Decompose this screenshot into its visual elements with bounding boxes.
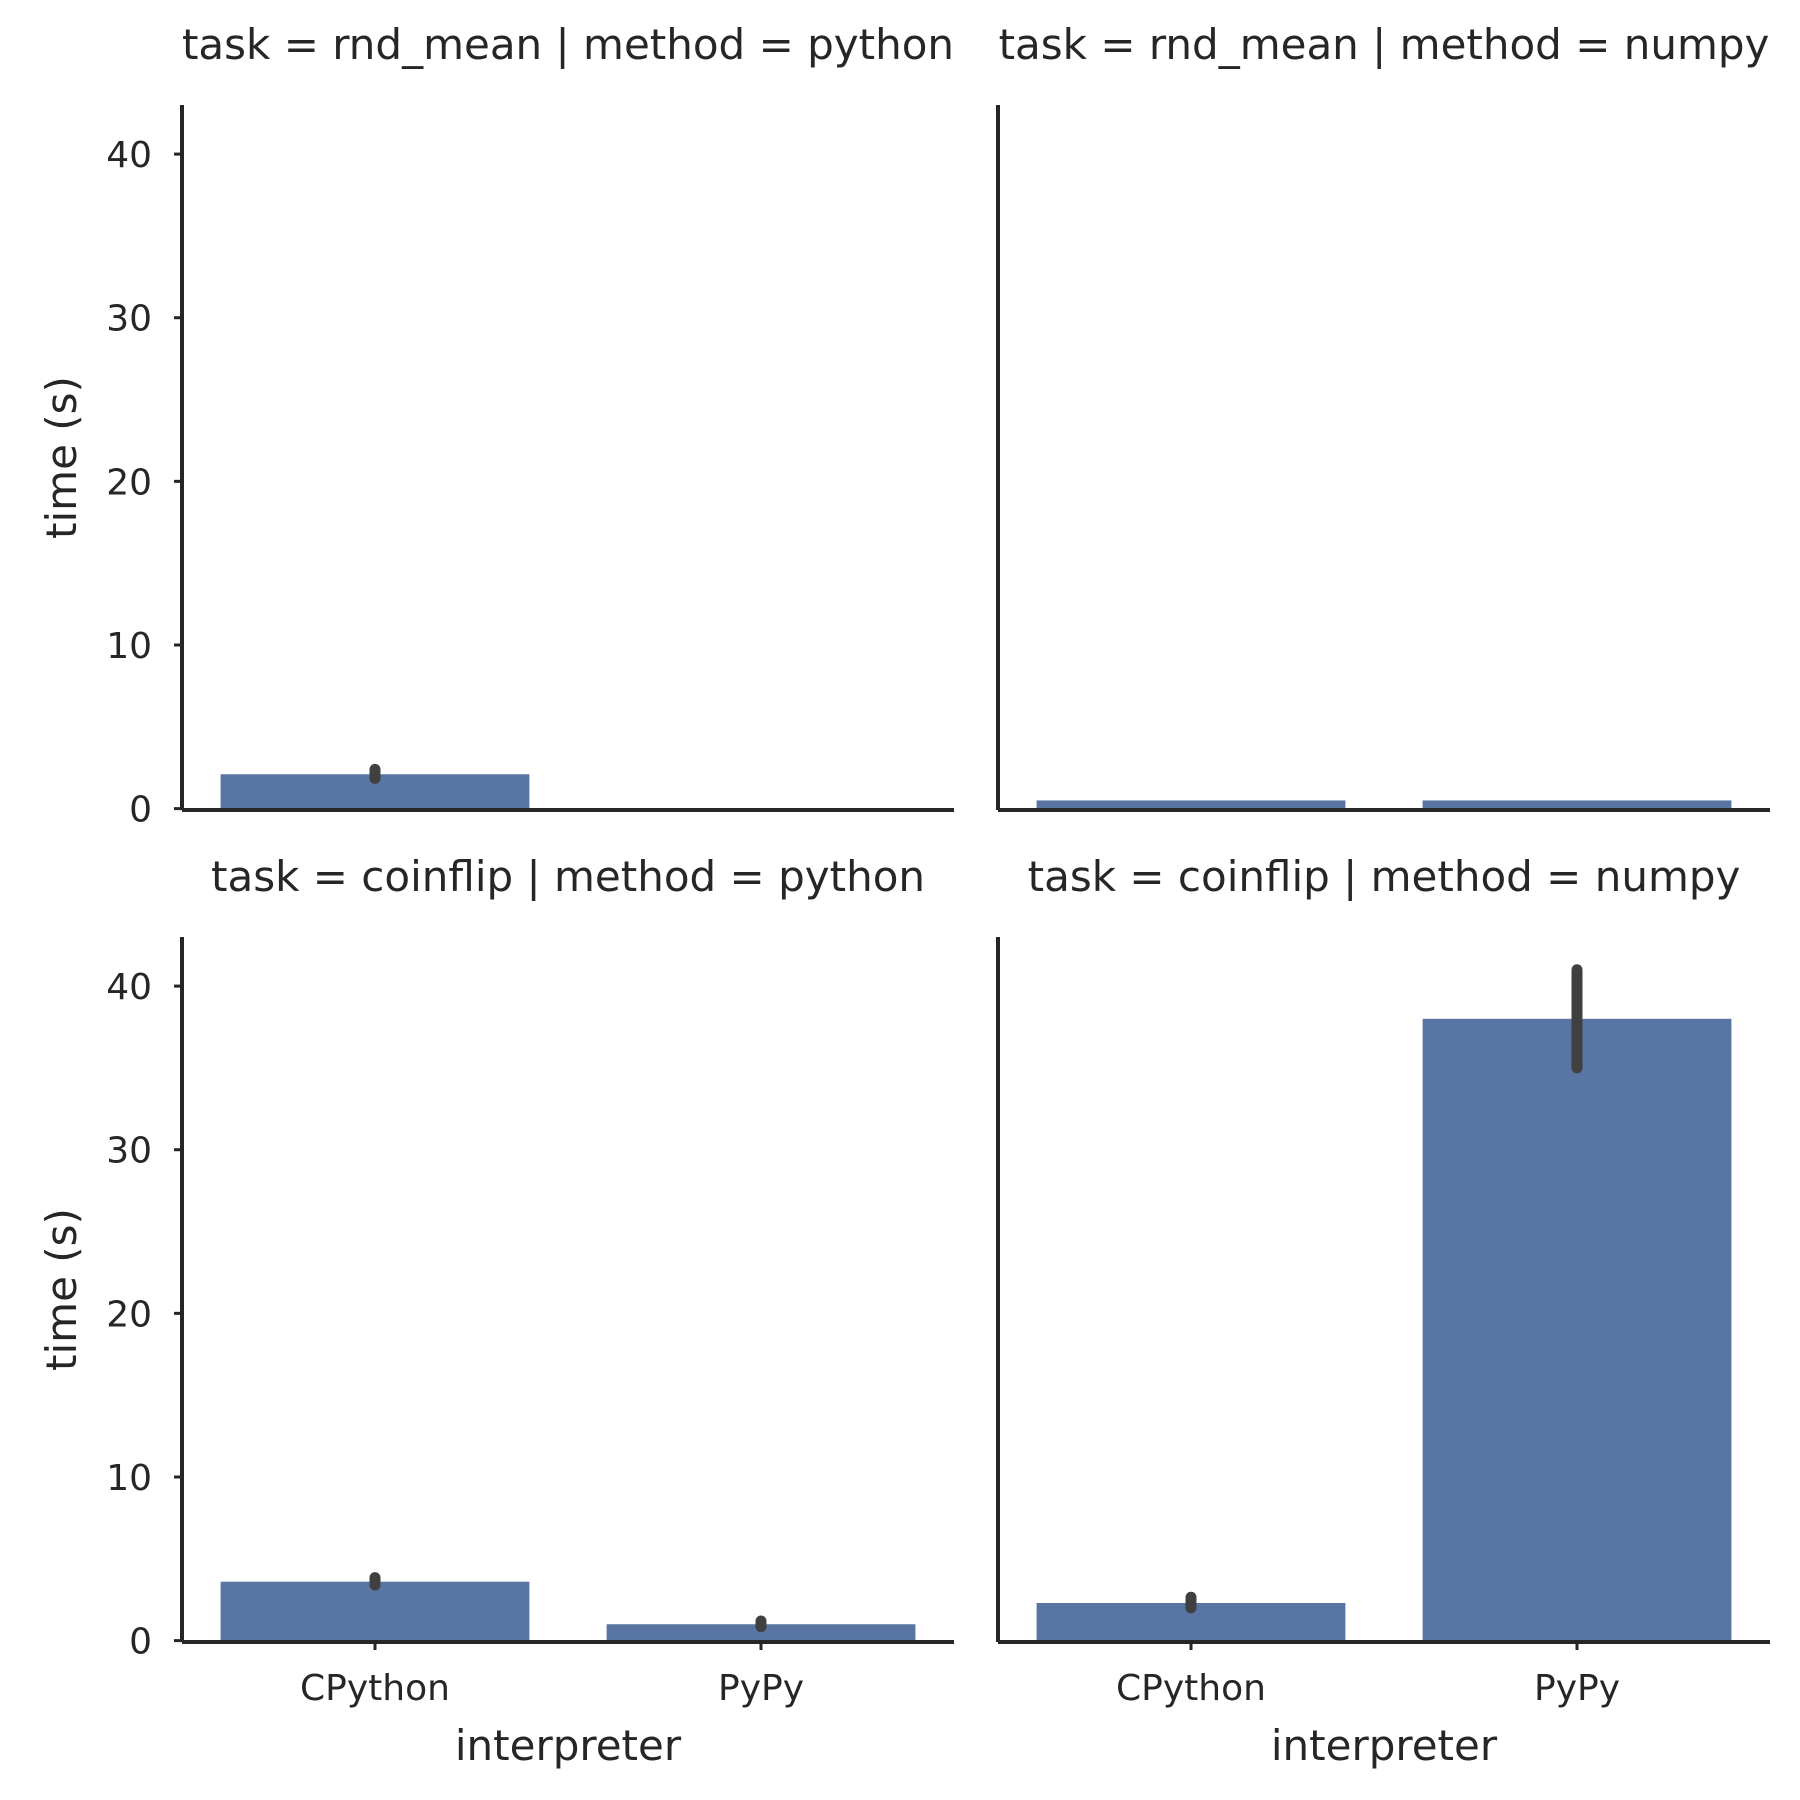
- x-tick-label: CPython: [300, 1668, 450, 1709]
- facet-panel: task = coinflip | method = numpy CPython P…: [996, 852, 1770, 1770]
- y-tick-label: 0: [129, 790, 152, 831]
- y-axis-label: time (s): [37, 376, 86, 539]
- bar: [606, 1624, 916, 1641]
- facet-title: task = coinflip | method = numpy: [1028, 852, 1741, 901]
- facet-title: task = rnd_mean | method = numpy: [999, 20, 1770, 69]
- bar: [220, 1581, 530, 1641]
- y-tick-label: 10: [106, 626, 152, 667]
- y-tick-label: 30: [106, 299, 152, 340]
- facet-panel: task = rnd_mean | method = python 0 10 20 30…: [37, 20, 954, 831]
- x-tick-label: CPython: [1116, 1668, 1266, 1709]
- facet-title: task = rnd_mean | method = python: [182, 20, 954, 69]
- y-tick-label: 20: [106, 462, 152, 503]
- y-tick-label: 10: [106, 1458, 152, 1499]
- x-tick-label: PyPy: [1534, 1668, 1620, 1709]
- x-tick-label: PyPy: [718, 1668, 804, 1709]
- x-axis-label: interpreter: [1271, 1721, 1498, 1770]
- bar: [1422, 800, 1732, 809]
- y-axis-label: time (s): [37, 1208, 86, 1371]
- bar: [1036, 800, 1346, 809]
- x-axis-label: interpreter: [455, 1721, 682, 1770]
- y-tick-label: 20: [106, 1294, 152, 1335]
- y-tick-label: 40: [106, 967, 152, 1008]
- y-tick-label: 30: [106, 1131, 152, 1172]
- y-tick-label: 40: [106, 135, 152, 176]
- facet-title: task = coinflip | method = python: [211, 852, 925, 901]
- y-tick-label: 0: [129, 1622, 152, 1663]
- facet-panel: task = rnd_mean | method = numpy: [996, 20, 1770, 812]
- bar: [1422, 1018, 1732, 1641]
- facet-panel: task = coinflip | method = python CPython…: [37, 852, 954, 1770]
